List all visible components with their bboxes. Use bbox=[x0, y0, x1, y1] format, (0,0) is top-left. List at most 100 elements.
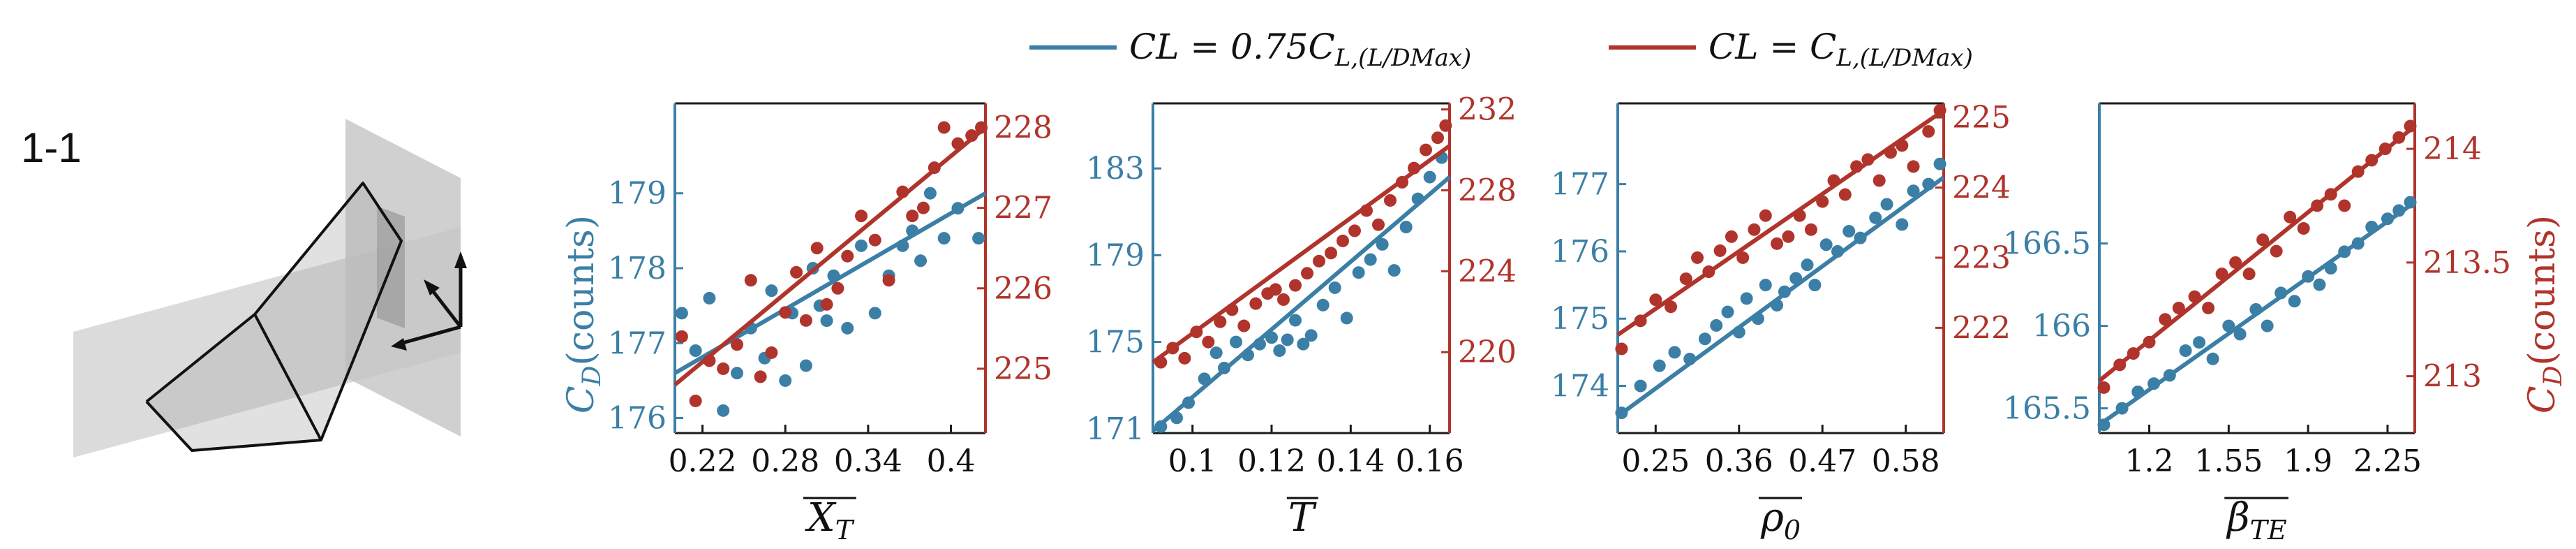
data-point-left bbox=[914, 254, 928, 268]
data-point-left bbox=[2222, 319, 2235, 332]
data-point-right bbox=[765, 346, 778, 359]
x-axis-label: T bbox=[1288, 495, 1317, 541]
data-point-right bbox=[1154, 356, 1168, 369]
data-point-right bbox=[1748, 223, 1761, 236]
data-point-left bbox=[841, 321, 854, 335]
left-y-tick-label: 179 bbox=[1086, 237, 1145, 273]
data-point-left bbox=[1808, 279, 1822, 292]
data-point-right bbox=[2097, 381, 2110, 394]
series-right bbox=[1615, 104, 1946, 356]
data-point-left bbox=[1218, 361, 1230, 374]
data-point-left bbox=[1423, 170, 1436, 184]
left-y-tick-label: 177 bbox=[1551, 167, 1609, 203]
data-point-right bbox=[1691, 251, 1704, 264]
data-point-right bbox=[1816, 195, 1829, 208]
data-point-left bbox=[2233, 328, 2247, 341]
data-point-left bbox=[1154, 420, 1168, 433]
data-point-right bbox=[1337, 234, 1349, 247]
chart-panel-1: 0.22 0.28 0.34 0.4 176 177 178 179 225 226 227 228 X… bbox=[608, 102, 1052, 546]
data-point-right bbox=[2324, 188, 2337, 201]
data-point-right bbox=[1439, 119, 1452, 132]
x-tick-label: 2.25 bbox=[2353, 444, 2422, 479]
data-point-right bbox=[841, 249, 854, 263]
data-point-right bbox=[2127, 347, 2140, 360]
data-point-left bbox=[2131, 386, 2145, 398]
right-y-tick-label: 220 bbox=[1458, 335, 1517, 370]
data-point-left bbox=[689, 344, 702, 357]
data-point-right bbox=[1922, 125, 1935, 138]
data-point-left bbox=[2302, 270, 2315, 283]
data-point-left bbox=[675, 307, 688, 320]
x-tick-label: 0.1 bbox=[1168, 444, 1217, 479]
data-point-left bbox=[2351, 237, 2365, 250]
data-point-right bbox=[975, 121, 988, 134]
x-axis-label: βTE bbox=[2226, 495, 2287, 546]
data-point-left bbox=[1789, 272, 1803, 285]
data-point-right bbox=[779, 306, 792, 319]
data-point-right bbox=[2188, 290, 2201, 303]
right-y-tick-label: 214 bbox=[2423, 131, 2482, 167]
data-point-left bbox=[1265, 331, 1278, 344]
data-point-left bbox=[1732, 325, 1745, 339]
x-tick-label: 0.58 bbox=[1872, 444, 1940, 479]
data-point-right bbox=[1313, 254, 1325, 268]
data-point-right bbox=[2365, 154, 2378, 167]
data-point-right bbox=[937, 121, 951, 134]
data-point-left bbox=[855, 239, 868, 252]
data-point-left bbox=[2392, 204, 2406, 217]
data-point-right bbox=[799, 314, 812, 327]
data-point-right bbox=[1649, 293, 1662, 307]
left-y-tick-label: 176 bbox=[608, 401, 667, 437]
data-point-right bbox=[717, 362, 730, 375]
data-point-left bbox=[779, 374, 792, 387]
right-y-tick-label: 213.5 bbox=[2423, 245, 2511, 281]
data-point-left bbox=[2324, 262, 2337, 274]
data-point-right bbox=[1838, 188, 1852, 201]
data-point-left bbox=[1281, 333, 1294, 346]
data-point-right bbox=[1214, 315, 1227, 328]
data-point-left bbox=[1759, 279, 1772, 292]
data-point-right bbox=[2202, 301, 2215, 314]
data-point-left bbox=[1819, 238, 1833, 251]
x-tick-label: 0.28 bbox=[751, 444, 819, 479]
data-point-right bbox=[2351, 165, 2365, 178]
left-y-tick-label: 183 bbox=[1086, 151, 1145, 186]
data-point-left bbox=[1364, 253, 1377, 266]
data-point-left bbox=[799, 359, 812, 372]
data-point-left bbox=[1831, 244, 1844, 258]
right-y-axis-label: CD(counts) bbox=[2522, 215, 2568, 413]
data-point-left bbox=[1316, 298, 1330, 312]
data-point-left bbox=[820, 314, 833, 328]
data-point-right bbox=[1360, 204, 1373, 217]
data-point-left bbox=[906, 224, 919, 237]
left-y-tick-label: 175 bbox=[1551, 301, 1609, 337]
right-y-tick-label: 223 bbox=[1952, 240, 2011, 276]
data-point-right bbox=[1408, 161, 1420, 175]
data-point-left bbox=[1230, 335, 1242, 349]
axis-triad-icon bbox=[391, 251, 467, 351]
data-point-right bbox=[1804, 223, 1817, 236]
x-tick-label: 1.9 bbox=[2284, 444, 2332, 479]
data-point-left bbox=[1869, 211, 1882, 224]
data-point-left bbox=[703, 291, 716, 305]
data-point-right bbox=[744, 274, 757, 287]
data-point-left bbox=[1352, 266, 1365, 279]
left-y-tick-label: 176 bbox=[1551, 234, 1609, 270]
chart-panels: 0.22 0.28 0.34 0.4 176 177 178 179 225 226 227 228 X… bbox=[608, 92, 2511, 546]
x-tick-label: 0.16 bbox=[1396, 444, 1464, 479]
chart-panel-2: 0.1 0.12 0.14 0.16 171 175 179 183 220 224 228 232 T bbox=[1086, 92, 1517, 541]
data-point-left bbox=[2147, 377, 2161, 390]
data-point-right bbox=[1372, 218, 1385, 231]
x-axis-label: XT bbox=[805, 495, 855, 546]
wing-break-line bbox=[253, 314, 322, 441]
data-point-right bbox=[2172, 301, 2185, 314]
right-y-tick-label: 228 bbox=[994, 110, 1052, 146]
left-y-tick-label: 177 bbox=[608, 325, 667, 361]
series-left bbox=[1152, 151, 1451, 433]
legend-label-blue: CL = 0.75CL,(L/DMax) bbox=[1129, 27, 1471, 72]
data-point-left bbox=[1668, 346, 1681, 359]
data-point-right bbox=[868, 233, 881, 247]
data-point-right bbox=[1190, 325, 1203, 339]
data-point-right bbox=[2229, 256, 2242, 269]
